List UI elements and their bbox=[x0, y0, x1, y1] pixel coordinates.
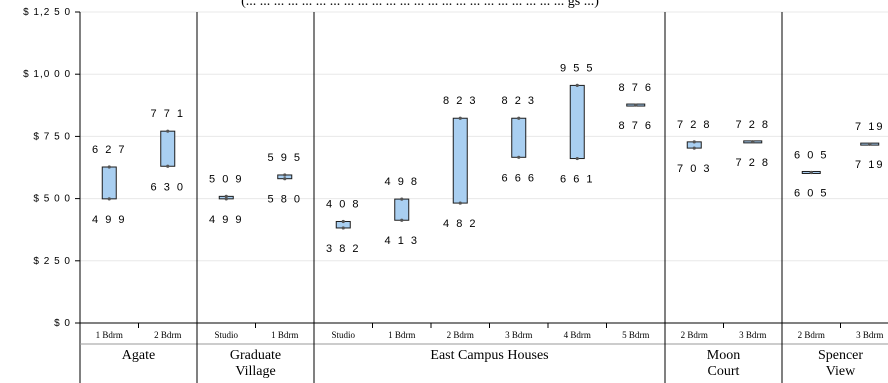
chart-title: (... ... ... ... ... ... ... ... ... ...… bbox=[241, 0, 599, 9]
group-label: East Campus Houses bbox=[430, 348, 548, 363]
low-marker bbox=[692, 146, 696, 150]
high-value-label: 7 7 1 bbox=[151, 108, 185, 120]
category-label: Studio bbox=[331, 330, 355, 340]
low-value-label: 3 8 2 bbox=[326, 243, 360, 255]
low-marker bbox=[458, 201, 462, 205]
category-label: 1 Bdrm bbox=[96, 330, 123, 340]
low-value-label: 6 6 6 bbox=[502, 172, 536, 184]
low-marker bbox=[868, 142, 872, 146]
range-bar bbox=[394, 198, 410, 221]
group-label: Spencer bbox=[818, 348, 863, 363]
category-label: 1 Bdrm bbox=[271, 330, 298, 340]
category-label: 3 Bdrm bbox=[739, 330, 766, 340]
group-label: Agate bbox=[122, 348, 155, 363]
y-tick-label: $ 7 5 0 bbox=[33, 131, 71, 142]
category-label: 4 Bdrm bbox=[564, 330, 591, 340]
y-tick-label: $ 5 0 0 bbox=[33, 194, 71, 205]
category-label: 2 Bdrm bbox=[798, 330, 825, 340]
group-label: Court bbox=[708, 364, 740, 379]
high-value-label: 8 2 3 bbox=[443, 95, 477, 107]
low-value-label: 7 2 8 bbox=[736, 157, 770, 169]
group-label: Graduate bbox=[230, 348, 281, 363]
high-value-label: 6 0 5 bbox=[794, 149, 828, 161]
high-value-label: 5 0 9 bbox=[209, 173, 243, 185]
low-marker bbox=[107, 197, 111, 201]
low-marker bbox=[341, 226, 345, 230]
low-marker bbox=[224, 197, 228, 201]
high-value-label: 7 2 8 bbox=[736, 119, 770, 131]
low-marker bbox=[283, 177, 287, 181]
y-tick-label: $ 1,0 0 0 bbox=[23, 69, 71, 80]
low-value-label: 4 8 2 bbox=[443, 218, 477, 230]
low-marker bbox=[634, 103, 638, 107]
category-label: 3 Bdrm bbox=[505, 330, 532, 340]
low-value-label: 4 1 3 bbox=[385, 235, 419, 247]
low-value-label: 4 9 9 bbox=[92, 214, 126, 226]
high-value-label: 7 19 bbox=[855, 121, 884, 133]
high-value-label: 5 9 5 bbox=[268, 152, 302, 164]
group-label: View bbox=[826, 364, 856, 379]
low-value-label: 6 3 0 bbox=[151, 181, 185, 193]
category-label: 2 Bdrm bbox=[681, 330, 708, 340]
category-label: 2 Bdrm bbox=[447, 330, 474, 340]
low-marker bbox=[751, 140, 755, 144]
high-value-label: 8 2 3 bbox=[502, 95, 536, 107]
y-tick-label: $ 0 bbox=[54, 318, 71, 329]
high-marker bbox=[458, 116, 462, 120]
range-bar bbox=[569, 84, 585, 160]
category-label: 2 Bdrm bbox=[154, 330, 181, 340]
low-value-label: 7 19 bbox=[855, 159, 884, 171]
y-tick-label: $ 2 5 0 bbox=[33, 256, 71, 267]
high-marker bbox=[400, 197, 404, 201]
low-value-label: 8 7 6 bbox=[619, 120, 653, 132]
range-bar bbox=[160, 130, 176, 167]
high-marker bbox=[283, 173, 287, 177]
group-label: Village bbox=[235, 364, 275, 379]
high-marker bbox=[692, 140, 696, 144]
high-marker bbox=[575, 83, 579, 87]
high-marker bbox=[107, 165, 111, 169]
low-value-label: 7 0 3 bbox=[677, 163, 711, 175]
high-value-label: 9 5 5 bbox=[560, 62, 594, 74]
low-value-label: 4 9 9 bbox=[209, 214, 243, 226]
high-marker bbox=[517, 116, 521, 120]
high-value-label: 8 7 6 bbox=[619, 82, 653, 94]
range-bar bbox=[511, 117, 527, 158]
high-value-label: 7 2 8 bbox=[677, 119, 711, 131]
y-tick-label: $ 1,2 5 0 bbox=[23, 7, 71, 18]
low-marker bbox=[575, 156, 579, 161]
category-label: 5 Bdrm bbox=[622, 330, 649, 340]
category-label: 3 Bdrm bbox=[856, 330, 883, 340]
range-bar bbox=[101, 166, 117, 200]
high-value-label: 6 2 7 bbox=[92, 144, 126, 156]
low-value-label: 5 8 0 bbox=[268, 194, 302, 206]
high-value-label: 4 0 8 bbox=[326, 198, 360, 210]
low-marker bbox=[166, 164, 170, 168]
high-marker bbox=[224, 194, 228, 198]
high-marker bbox=[166, 129, 170, 133]
low-value-label: 6 0 5 bbox=[794, 187, 828, 199]
high-marker bbox=[341, 219, 345, 224]
category-label: Studio bbox=[214, 330, 238, 340]
group-label: Moon bbox=[707, 348, 740, 363]
low-marker bbox=[517, 155, 521, 159]
high-value-label: 4 9 8 bbox=[385, 176, 419, 188]
low-marker bbox=[400, 218, 404, 222]
range-bar bbox=[452, 117, 468, 204]
category-label: 1 Bdrm bbox=[388, 330, 415, 340]
low-value-label: 6 6 1 bbox=[560, 174, 594, 186]
low-marker bbox=[809, 170, 813, 175]
